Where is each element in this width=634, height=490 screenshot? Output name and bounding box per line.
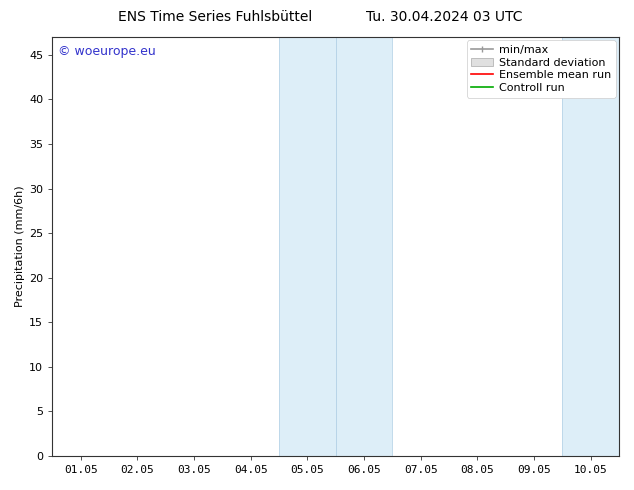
Legend: min/max, Standard deviation, Ensemble mean run, Controll run: min/max, Standard deviation, Ensemble me… [467, 40, 616, 98]
Text: ENS Time Series Fuhlsbüttel: ENS Time Series Fuhlsbüttel [119, 10, 313, 24]
Bar [335, 37, 392, 456]
Text: © woeurope.eu: © woeurope.eu [58, 46, 156, 58]
Bar [279, 37, 335, 456]
Y-axis label: Precipitation (mm/6h): Precipitation (mm/6h) [15, 186, 25, 307]
Bar [562, 37, 619, 456]
Text: Tu. 30.04.2024 03 UTC: Tu. 30.04.2024 03 UTC [366, 10, 522, 24]
